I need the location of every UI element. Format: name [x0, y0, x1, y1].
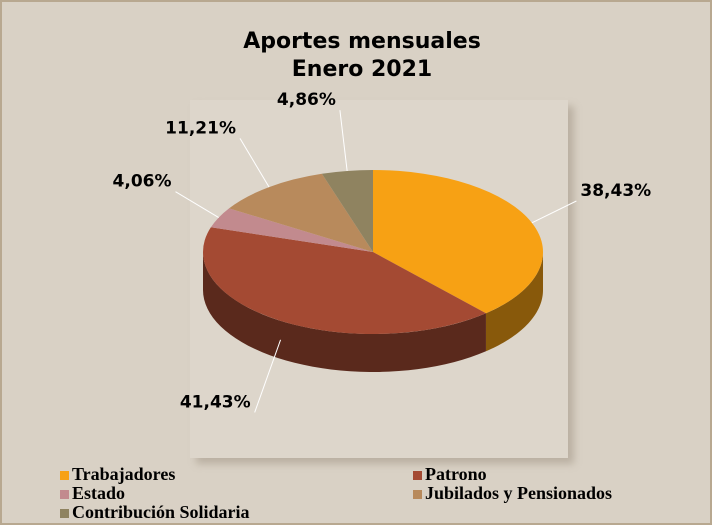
leader-line	[339, 110, 348, 172]
data-label: 4,06%	[113, 172, 172, 192]
chart-title: Aportes mensuales	[243, 29, 481, 54]
legend-swatch	[60, 509, 69, 518]
legend-label: Trabajadores	[72, 464, 175, 484]
legend-label: Jubilados y Pensionados	[425, 483, 612, 503]
leader-line	[175, 191, 219, 218]
slice	[202, 227, 486, 335]
legend-swatch	[60, 471, 69, 480]
legend-label: Patrono	[425, 464, 487, 484]
data-label: 4,86%	[277, 90, 336, 110]
data-label: 41,43%	[180, 392, 251, 412]
slice	[210, 208, 373, 252]
leader-line	[531, 200, 577, 224]
legend-swatch	[60, 490, 69, 499]
slice	[321, 170, 373, 252]
chart-subtitle: Enero 2021	[292, 57, 432, 82]
data-label: 11,21%	[165, 118, 236, 138]
data-label: 38,43%	[580, 181, 651, 201]
legend-swatch	[413, 471, 422, 480]
slice-side	[485, 252, 543, 352]
legend-label: Estado	[72, 483, 125, 503]
leader-line	[254, 339, 282, 413]
slice	[229, 173, 373, 252]
leader-line	[239, 138, 270, 188]
slice-side	[203, 252, 486, 372]
slice	[373, 170, 543, 314]
legend-label: Contribución Solidaria	[72, 502, 250, 522]
legend-swatch	[413, 490, 422, 499]
